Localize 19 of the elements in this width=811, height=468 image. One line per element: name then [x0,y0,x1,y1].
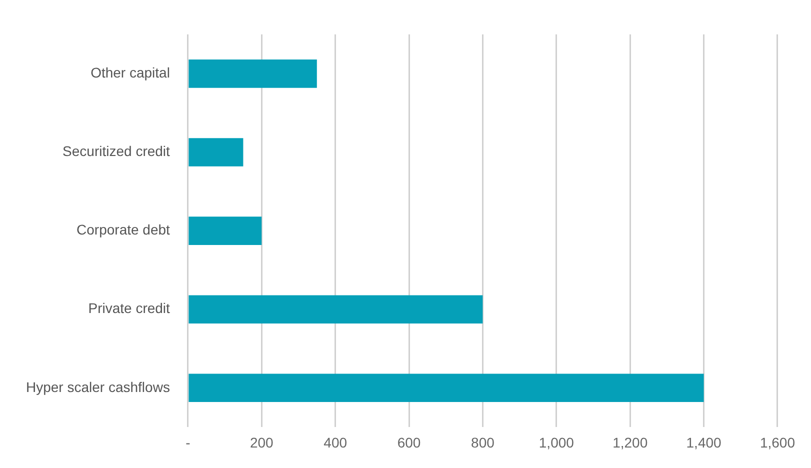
y-tick-label: Corporate debt [76,222,170,238]
x-tick-label: 600 [397,434,421,450]
x-tick-label: 800 [471,434,495,450]
x-tick-label: 1,400 [686,434,722,450]
x-tick-label: 1,200 [612,434,648,450]
x-tick-label: - [186,434,191,450]
bar [188,216,262,245]
y-tick-label: Private credit [88,300,170,316]
bar [188,60,317,88]
x-tick-label: 1,000 [538,434,574,450]
y-tick-label: Hyper scaler cashflows [26,378,170,395]
bar [188,295,483,324]
x-tick-label: 1,600 [760,434,796,450]
y-tick-label: Securitized credit [62,143,170,160]
bar [188,138,244,166]
y-tick-label: Other capital [90,64,170,81]
x-tick-label: 400 [324,434,348,450]
bar [188,374,704,402]
x-tick-label: 200 [250,434,274,450]
